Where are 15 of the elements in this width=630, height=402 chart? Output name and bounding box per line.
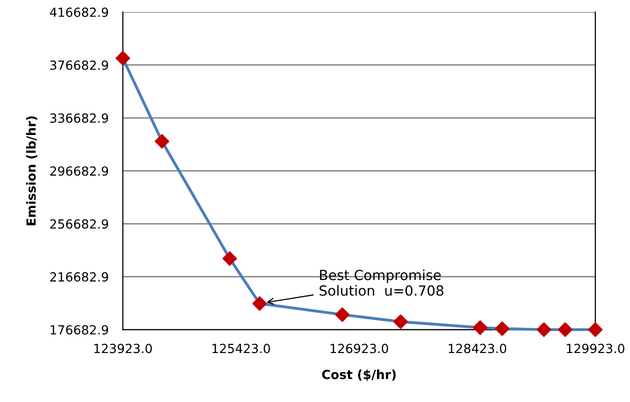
x-tick-label: 129923.0 [566, 344, 624, 354]
y-tick-label: 256682.9 [50, 219, 108, 229]
y-tick-label: 216682.9 [50, 272, 108, 282]
y-tick-label: 336682.9 [50, 113, 108, 123]
y-tick-label: 296682.9 [50, 166, 108, 176]
annotation: Best Compromise Solution u=0.708 [320, 270, 444, 296]
x-axis-title: Cost ($/hr) [322, 370, 396, 381]
y-axis-title: Emission (lb/hr) [26, 116, 38, 226]
y-tick-label: 376682.9 [50, 60, 108, 70]
y-tick-label: 176682.9 [50, 325, 108, 335]
y-tick-label: 416682.9 [50, 8, 108, 17]
x-tick-label: 123923.0 [94, 344, 152, 354]
x-tick-label: 126923.0 [330, 344, 388, 354]
x-tick-label: 128423.0 [448, 344, 506, 354]
x-tick-label: 125423.0 [212, 344, 270, 354]
